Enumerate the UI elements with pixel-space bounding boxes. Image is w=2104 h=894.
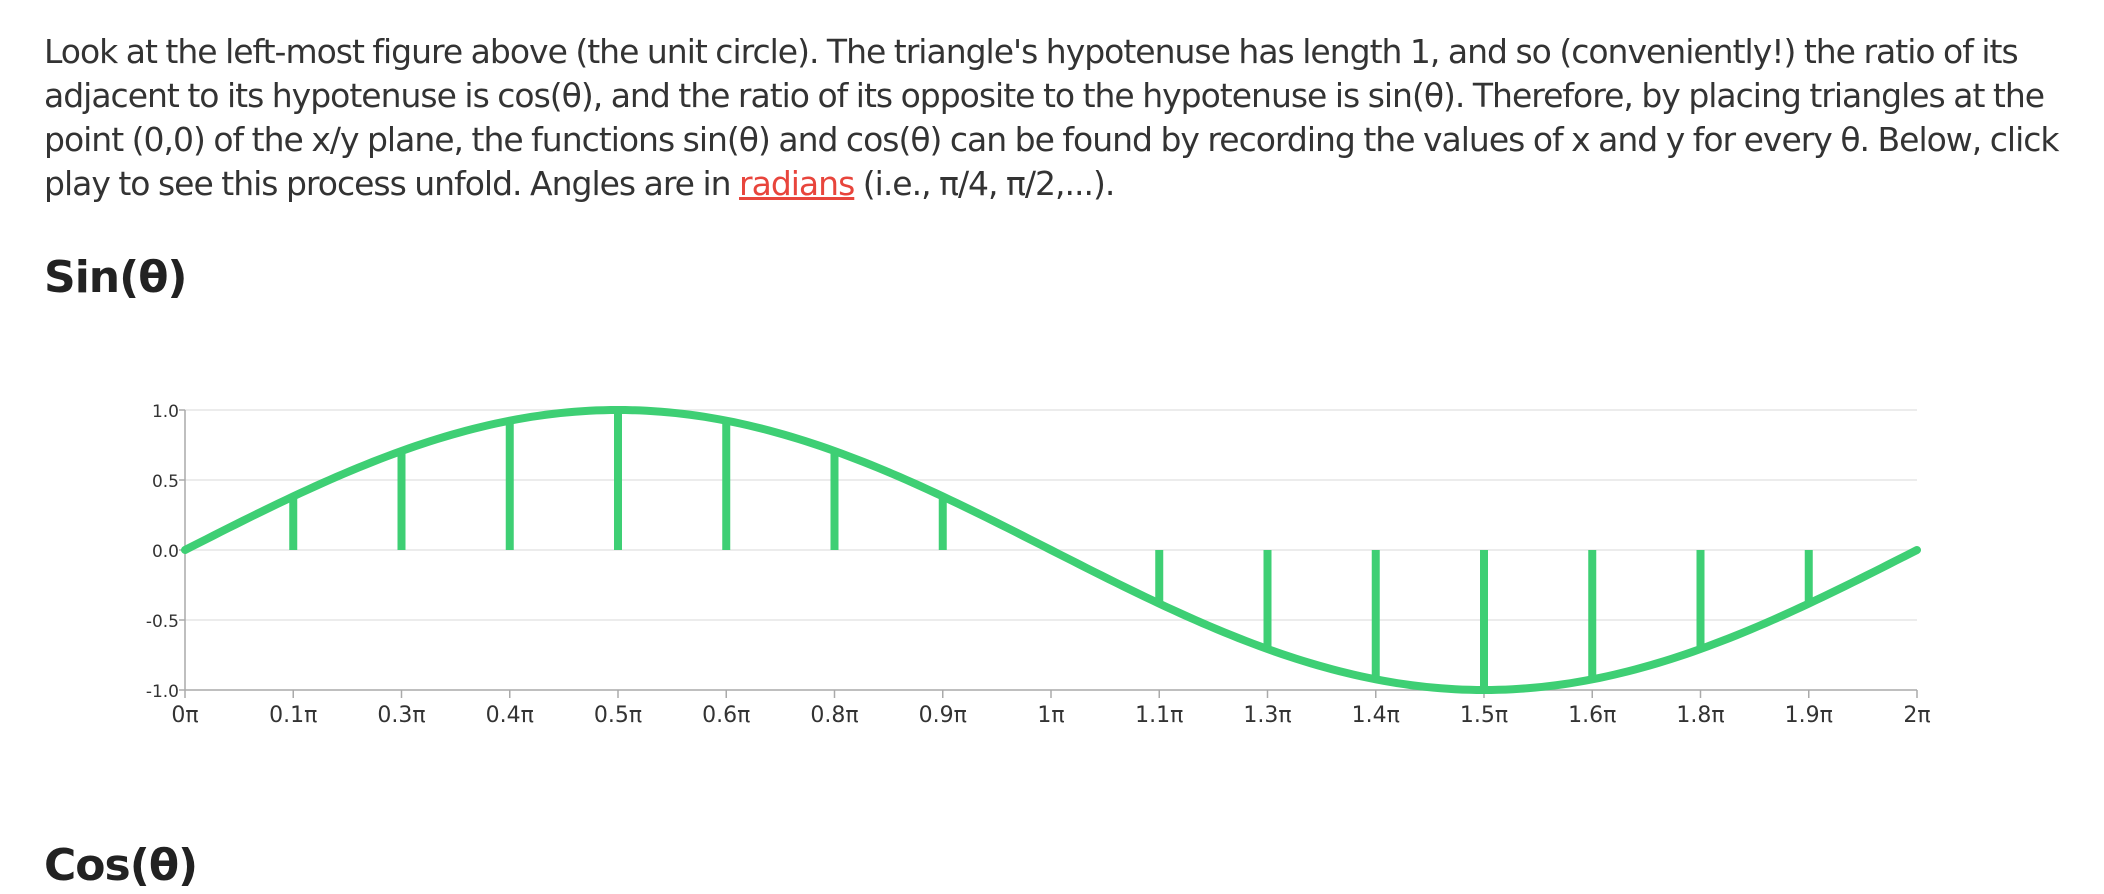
x-tick-label: 1.3π [1243,703,1291,728]
tick-labels: 1.0 0.5 0.0 -0.5 -1.00π 0.1π 0.3π 0.4π 0.5π 0.6π 0… [146,402,1931,728]
radians-link[interactable]: radians [739,164,855,203]
x-tick-label: 1.8π [1676,703,1724,728]
sin-curve [181,406,1921,694]
x-tick-label: 0.9π [919,703,967,728]
sin-chart: 1.0 0.5 0.0 -0.5 -1.00π 0.1π 0.3π 0.4π 0.5π 0.6π 0… [146,402,1931,728]
x-tick-label: 0.6π [702,703,750,728]
x-tick-label: 1.6π [1568,703,1616,728]
x-tick-label: 0.5π [594,703,642,728]
axes [179,409,1918,698]
intro-text-after: (i.e., π/4, π/2,...). [854,164,1116,203]
intro-text-before: Look at the left-most figure above (the … [44,32,2060,203]
x-tick-label: 2π [1903,703,1930,728]
y-tick-label: 0.5 [152,472,179,492]
x-tick-label: 0.1π [269,703,317,728]
intro-paragraph: Look at the left-most figure above (the … [44,30,2064,206]
y-tick-label: 1.0 [152,402,179,422]
x-tick-label: 0π [171,703,198,728]
cos-section-title: Cos(θ) [44,840,198,891]
y-tick-label: -0.5 [146,612,179,632]
stems [289,410,1813,690]
grid-lines [185,409,1917,621]
x-tick-label: 1.5π [1460,703,1508,728]
sin-section-title: Sin(θ) [44,252,188,303]
x-tick-label: 1.1π [1135,703,1183,728]
x-tick-label: 0.3π [377,703,425,728]
x-tick-label: 1.4π [1352,703,1400,728]
y-tick-label: 0.0 [152,542,179,562]
series-lines [181,406,1921,694]
x-tick-label: 1.9π [1785,703,1833,728]
x-tick-label: 0.4π [486,703,534,728]
x-tick-label: 1π [1037,703,1064,728]
y-tick-label: -1.0 [146,682,179,702]
x-tick-label: 0.8π [810,703,858,728]
